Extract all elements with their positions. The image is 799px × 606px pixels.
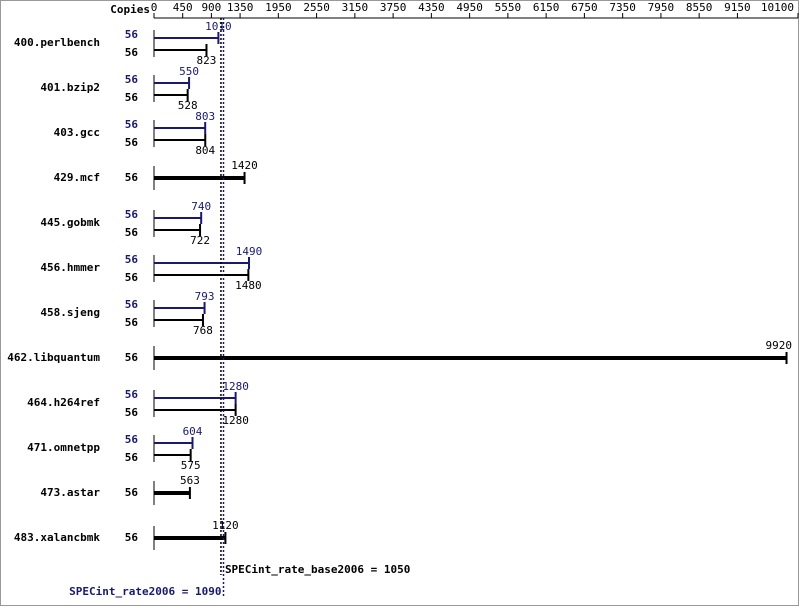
value-label: 575: [181, 459, 201, 472]
category-label: 464.h264ref: [27, 396, 100, 409]
value-label: 793: [195, 290, 215, 303]
x-tick-label: 4950: [456, 1, 483, 14]
x-tick-label: 4350: [418, 1, 445, 14]
category-label: 456.hmmer: [40, 261, 100, 274]
x-tick-label: 6750: [571, 1, 598, 14]
category-label: 473.astar: [40, 486, 100, 499]
x-tick-label: 2550: [303, 1, 330, 14]
value-label: 803: [195, 110, 215, 123]
value-label: 9920: [766, 339, 793, 352]
x-tick-label: 1350: [227, 1, 254, 14]
copies-label: 56: [125, 118, 139, 131]
copies-label: 56: [125, 46, 139, 59]
axis-label: Copies: [110, 3, 150, 16]
category-label: 445.gobmk: [40, 216, 100, 229]
value-label: 1010: [205, 20, 232, 33]
x-tick-label: 0: [151, 1, 158, 14]
category-label: 462.libquantum: [7, 351, 100, 364]
copies-label: 56: [125, 136, 139, 149]
x-tick-label: 5550: [495, 1, 522, 14]
reference-label: SPECint_rate2006 = 1090: [69, 585, 221, 598]
copies-label: 56: [125, 208, 139, 221]
copies-label: 56: [125, 298, 139, 311]
copies-label: 56: [125, 91, 139, 104]
copies-label: 56: [125, 316, 139, 329]
value-label: 528: [178, 99, 198, 112]
value-label: 1420: [231, 159, 258, 172]
category-label: 429.mcf: [54, 171, 100, 184]
value-label: 550: [179, 65, 199, 78]
copies-label: 56: [125, 73, 139, 86]
value-label: 1490: [236, 245, 263, 258]
category-label: 400.perlbench: [14, 36, 100, 49]
value-label: 604: [183, 425, 203, 438]
x-tick-label: 9150: [724, 1, 751, 14]
category-label: 401.bzip2: [40, 81, 100, 94]
category-label: 471.omnetpp: [27, 441, 100, 454]
value-label: 1120: [212, 519, 239, 532]
category-label: 403.gcc: [54, 126, 100, 139]
copies-label: 56: [125, 388, 139, 401]
category-label: 458.sjeng: [40, 306, 100, 319]
x-tick-label: 7950: [648, 1, 675, 14]
x-tick-label: 3150: [342, 1, 369, 14]
copies-label: 56: [125, 486, 139, 499]
reference-label: SPECint_rate_base2006 = 1050: [225, 563, 410, 576]
value-label: 1280: [222, 414, 249, 427]
x-tick-label: 7350: [609, 1, 636, 14]
copies-label: 56: [125, 226, 139, 239]
x-tick-label: 8550: [686, 1, 713, 14]
x-tick-label: 1950: [265, 1, 292, 14]
copies-label: 56: [125, 451, 139, 464]
copies-label: 56: [125, 253, 139, 266]
x-tick-label: 900: [201, 1, 221, 14]
copies-label: 56: [125, 433, 139, 446]
value-label: 563: [180, 474, 200, 487]
copies-label: 56: [125, 171, 139, 184]
copies-label: 56: [125, 271, 139, 284]
copies-label: 56: [125, 28, 139, 41]
category-label: 483.xalancbmk: [14, 531, 100, 544]
copies-label: 56: [125, 406, 139, 419]
x-tick-label: 3750: [380, 1, 407, 14]
x-tick-label: 10100: [761, 1, 794, 14]
value-label: 768: [193, 324, 213, 337]
value-label: 823: [197, 54, 217, 67]
value-label: 740: [191, 200, 211, 213]
value-label: 1480: [235, 279, 262, 292]
value-label: 804: [195, 144, 215, 157]
copies-label: 56: [125, 351, 139, 364]
x-tick-label: 450: [173, 1, 193, 14]
x-tick-label: 6150: [533, 1, 560, 14]
copies-label: 56: [125, 531, 139, 544]
value-label: 1280: [222, 380, 249, 393]
value-label: 722: [190, 234, 210, 247]
